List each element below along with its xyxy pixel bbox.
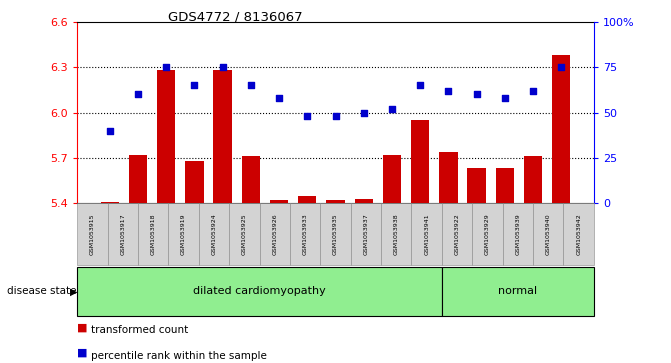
Point (274, 95, 285, 101)
Bar (440, 152, 458, 203)
Text: GSM1053937: GSM1053937 (364, 213, 368, 255)
Text: GSM1053925: GSM1053925 (242, 213, 247, 255)
Bar (270, 200, 289, 203)
Text: GSM1053935: GSM1053935 (333, 213, 338, 255)
Text: GSM1053924: GSM1053924 (211, 213, 217, 255)
Text: normal: normal (499, 286, 537, 296)
Point (161, 64, 172, 70)
Point (471, 91, 482, 97)
Bar (298, 196, 317, 203)
Text: GSM1053938: GSM1053938 (394, 213, 399, 255)
Point (386, 106, 397, 112)
Point (443, 88, 454, 94)
Text: GSM1053933: GSM1053933 (303, 213, 307, 255)
Point (133, 91, 144, 97)
Bar (496, 168, 514, 203)
Text: GSM1053917: GSM1053917 (120, 213, 125, 255)
Text: GSM1053919: GSM1053919 (181, 213, 186, 255)
Text: GDS4772 / 8136067: GDS4772 / 8136067 (168, 11, 302, 24)
Bar (411, 120, 429, 203)
Text: GSM1053940: GSM1053940 (546, 213, 551, 255)
Point (527, 88, 538, 94)
Text: ▶: ▶ (70, 286, 78, 296)
Bar (524, 156, 542, 203)
Point (330, 113, 341, 119)
Point (217, 64, 228, 70)
Text: GSM1053929: GSM1053929 (485, 213, 490, 255)
Bar (129, 155, 147, 203)
Bar (382, 155, 401, 203)
Text: GSM1053918: GSM1053918 (151, 213, 156, 255)
Text: transformed count: transformed count (91, 325, 188, 335)
Bar (326, 200, 345, 203)
Bar (213, 70, 231, 203)
Text: disease state: disease state (7, 286, 76, 296)
Bar (101, 202, 119, 203)
Bar (185, 161, 203, 203)
Point (246, 82, 256, 88)
Text: GSM1053922: GSM1053922 (454, 213, 460, 255)
Bar (354, 199, 373, 203)
Text: GSM1053926: GSM1053926 (272, 213, 277, 255)
Text: GSM1053939: GSM1053939 (515, 213, 520, 255)
Point (358, 110, 369, 115)
Bar (468, 168, 486, 203)
Text: GSM1053942: GSM1053942 (576, 213, 581, 255)
Point (556, 64, 566, 70)
Point (105, 128, 115, 134)
Bar (157, 70, 175, 203)
Text: ■: ■ (77, 348, 91, 358)
Bar (242, 156, 260, 203)
Text: dilated cardiomyopathy: dilated cardiomyopathy (193, 286, 326, 296)
Point (499, 95, 510, 101)
Point (189, 82, 200, 88)
Point (415, 82, 425, 88)
Text: GSM1053941: GSM1053941 (424, 213, 429, 255)
Text: percentile rank within the sample: percentile rank within the sample (91, 351, 266, 361)
Bar (552, 55, 570, 203)
Point (302, 113, 313, 119)
Text: ■: ■ (77, 322, 91, 333)
Text: GSM1053915: GSM1053915 (90, 213, 95, 255)
